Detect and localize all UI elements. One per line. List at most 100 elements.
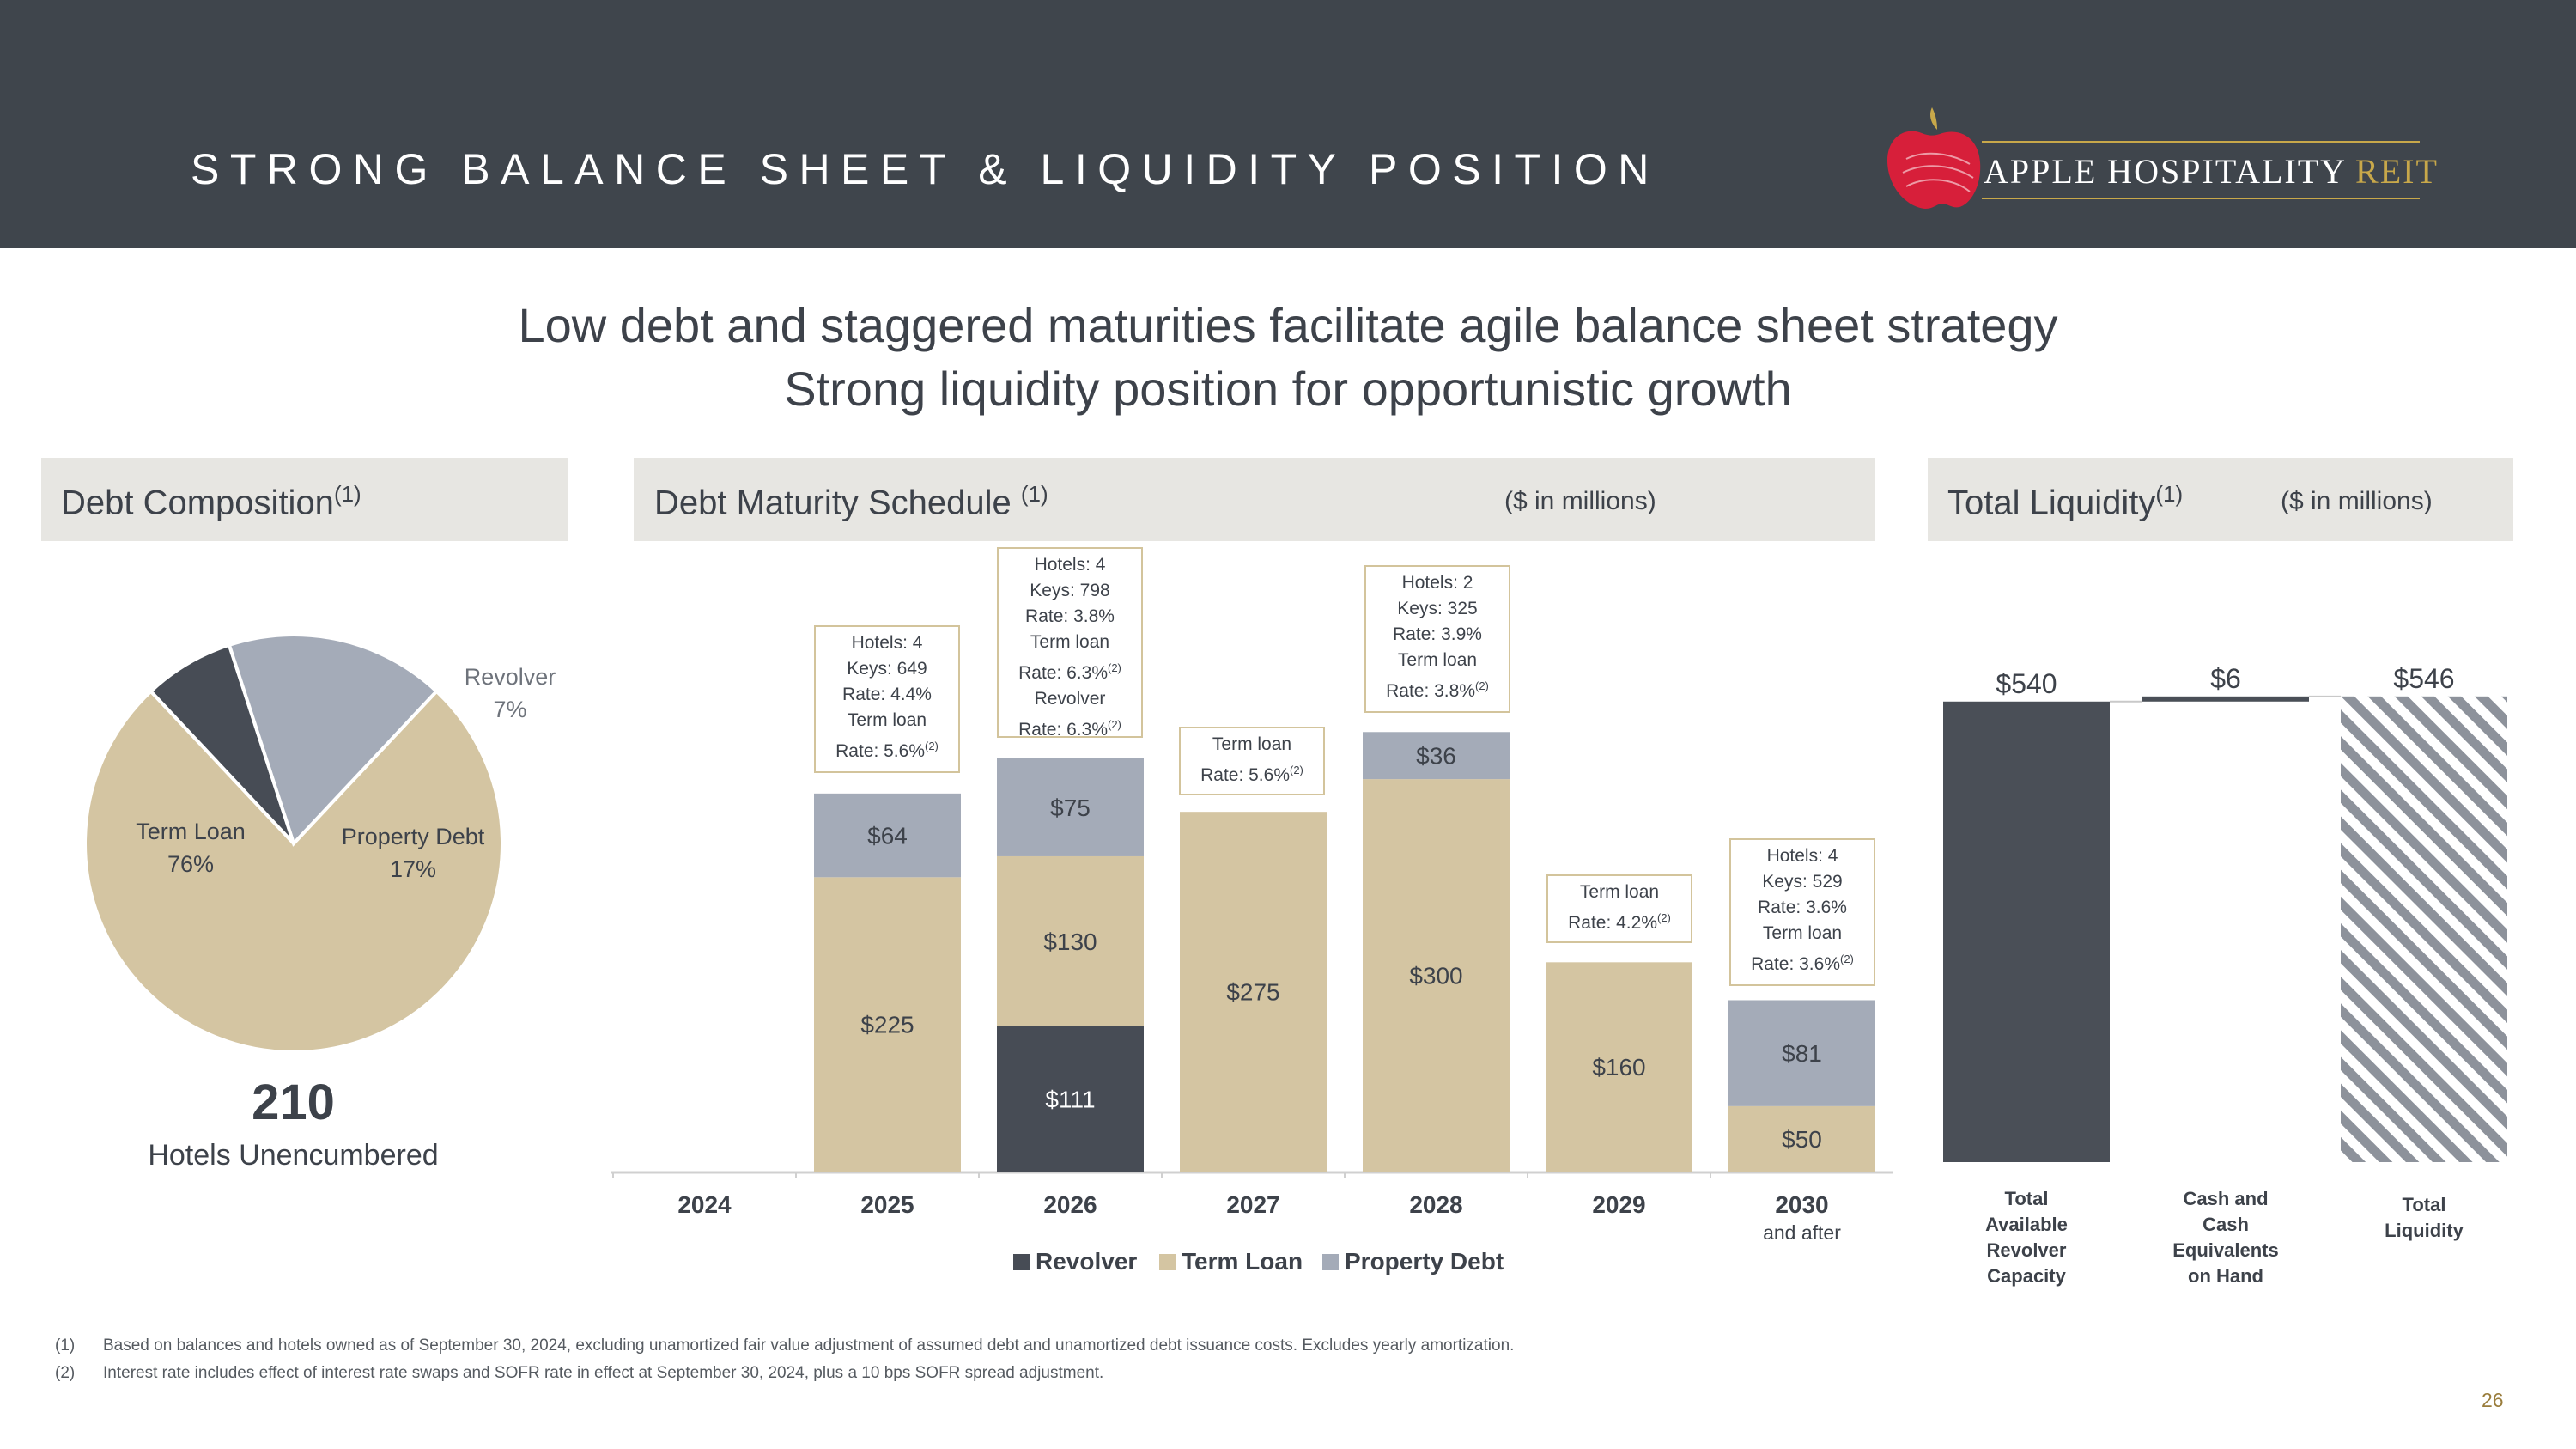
- liquidity-category-label: Total: [2005, 1188, 2049, 1209]
- legend-label: Revolver: [1036, 1248, 1137, 1275]
- pie-slice-revolver: [148, 642, 295, 845]
- callout-2026: Hotels: 4 Keys: 798 Rate: 3.8% Term loan…: [997, 547, 1143, 740]
- bar-segment-term-loan: [1546, 962, 1692, 1172]
- callout-rate: Rate: 3.6%(2): [1731, 947, 1874, 977]
- callout-rate-text: Rate: 6.3%: [1018, 720, 1108, 740]
- logo-suffix: REIT: [2355, 152, 2439, 191]
- callout-2028: Hotels: 2 Keys: 325 Rate: 3.9% Term loan…: [1364, 565, 1510, 713]
- bar-segment-term-loan: [1180, 812, 1327, 1172]
- bar-segment-term-loan: [997, 855, 1144, 1026]
- bar-value-label: $111: [1045, 1086, 1095, 1112]
- footnote-text: Based on balances and hotels owned as of…: [103, 1336, 1515, 1355]
- callout-rate: Rate: 6.3%(2): [999, 655, 1141, 686]
- footnote-number: (2): [55, 1364, 76, 1382]
- liquidity-category-label: Capacity: [1987, 1265, 2066, 1287]
- callout-line: Hotels: 2: [1401, 573, 1473, 593]
- maturity-units: ($ in millions): [1504, 487, 1656, 515]
- liquidity-category-label: on Hand: [2188, 1265, 2263, 1287]
- bar-segment-property-debt: [814, 793, 961, 878]
- callout-footnote-ref: (2): [1840, 953, 1854, 965]
- debt-composition-title-text: Debt Composition: [61, 484, 334, 522]
- maturity-title: Debt Maturity Schedule (1): [654, 481, 1048, 522]
- debt-composition-header: [41, 458, 568, 541]
- unencumbered-label: Hotels Unencumbered: [148, 1139, 439, 1172]
- callout-footnote-ref: (2): [1108, 661, 1121, 674]
- footnote-number: (1): [55, 1336, 76, 1355]
- callout-line: Hotels: 4: [851, 633, 923, 653]
- callout-line: Keys: 325: [1397, 599, 1478, 618]
- pie-label-value: 76%: [167, 851, 214, 877]
- bar-value-label: $160: [1592, 1054, 1645, 1081]
- callout-line: Rate: 3.8%: [1025, 606, 1115, 626]
- debt-composition-footnote-ref: (1): [333, 481, 361, 507]
- pie-slice-term-loan: [83, 689, 504, 1054]
- debt-composition-pie: Term Loan 76% Revolver 7% Property Debt 17%: [83, 633, 556, 1054]
- liquidity-category-label: Equivalents: [2172, 1239, 2278, 1261]
- liquidity-waterfall-chart: $540 Total Available Revolver Capacity $6 Cash…: [1943, 663, 2507, 1287]
- header-bar: STRONG BALANCE SHEET & LIQUIDITY POSITIO…: [0, 0, 2576, 248]
- callout-rate-text: Rate: 5.6%: [835, 741, 925, 761]
- footnote-1: (1) Based on balances and hotels owned as…: [55, 1336, 1514, 1355]
- logo-wordmark: APPLE HOSPITALITY REIT: [1984, 151, 2439, 192]
- callout-line: Keys: 798: [1030, 581, 1110, 600]
- bar-value-label: $225: [860, 1012, 914, 1038]
- pie-slice-property-debt: [227, 633, 440, 847]
- legend-swatch: [1322, 1254, 1339, 1270]
- callout-line: Term loan: [1030, 632, 1110, 652]
- callout-line: Rate: 4.4%: [842, 685, 932, 704]
- debt-composition-title: Debt Composition(1): [61, 481, 361, 522]
- bar-value-label: $300: [1409, 963, 1462, 989]
- callout-line: Hotels: 4: [1766, 846, 1838, 866]
- legend-swatch: [1159, 1254, 1176, 1270]
- callout-line: Rate: 3.9%: [1393, 624, 1482, 644]
- callout-2025: Hotels: 4 Keys: 649 Rate: 4.4% Term loan…: [814, 625, 960, 773]
- callout-2027: Term loan Rate: 5.6%(2): [1179, 727, 1325, 795]
- callout-rate: Rate: 4.2%(2): [1548, 905, 1691, 936]
- legend-label: Property Debt: [1345, 1248, 1504, 1275]
- liquidity-category-label: Revolver: [1987, 1239, 2067, 1261]
- bar-segment-term-loan: [1728, 1105, 1875, 1172]
- callout-line: Term loan: [847, 710, 927, 730]
- callout-line: Revolver: [1034, 689, 1106, 709]
- callout-line: Keys: 649: [847, 659, 927, 679]
- pie-label-value: 7%: [493, 697, 526, 722]
- logo-text: APPLE HOSPITALITY: [1984, 152, 2348, 191]
- pie-label-name: Revolver: [465, 664, 556, 690]
- bar-segment-property-debt: [1363, 732, 1510, 780]
- callout-footnote-ref: (2): [925, 740, 939, 752]
- liquidity-category-label: Cash and: [2183, 1188, 2268, 1209]
- callout-line: Term loan: [1397, 650, 1478, 670]
- liquidity-value-label: $546: [2393, 663, 2454, 694]
- liquidity-value-label: $6: [2210, 663, 2241, 694]
- liquidity-category-label: Cash: [2202, 1214, 2249, 1235]
- callout-line: Term loan: [1762, 923, 1843, 943]
- pie-label-name: Property Debt: [342, 824, 485, 849]
- bar-segment-term-loan: [1363, 779, 1510, 1172]
- logo-rule-bottom: [1982, 198, 2420, 199]
- page-number: 26: [2482, 1389, 2504, 1411]
- bar-value-label: $36: [1416, 743, 1456, 770]
- unencumbered-count: 210: [252, 1075, 335, 1130]
- bar-value-label: $275: [1226, 979, 1279, 1006]
- callout-line: Rate: 3.6%: [1758, 898, 1847, 917]
- bar-segment-property-debt: [997, 758, 1144, 856]
- callout-rate-text: Rate: 3.6%: [1751, 954, 1840, 974]
- liquidity-header: [1928, 458, 2513, 541]
- footnote-text: Interest rate includes effect of interes…: [103, 1364, 1104, 1382]
- x-tick-label: 2027: [1226, 1191, 1279, 1218]
- callout-2029: Term loan Rate: 4.2%(2): [1546, 874, 1692, 943]
- callout-rate: Rate: 5.6%(2): [1181, 758, 1323, 788]
- x-tick-sublabel: and after: [1763, 1221, 1841, 1244]
- footnote-2: (2) Interest rate includes effect of inte…: [55, 1364, 1103, 1383]
- callout-rate-text: Rate: 4.2%: [1568, 913, 1657, 933]
- liquidity-title: Total Liquidity(1): [1947, 481, 2183, 522]
- apple-logo-icon: [1887, 107, 1981, 209]
- maturity-title-text: Debt Maturity Schedule: [654, 484, 1012, 522]
- bar-value-label: $130: [1043, 928, 1097, 955]
- slide-title: STRONG BALANCE SHEET & LIQUIDITY POSITIO…: [191, 145, 1660, 193]
- x-tick-label: 2028: [1409, 1191, 1462, 1218]
- maturity-footnote-ref: (1): [1020, 481, 1048, 507]
- liquidity-bar: [1943, 701, 2110, 1162]
- liquidity-footnote-ref: (1): [2155, 481, 2184, 507]
- headline-line-2: Strong liquidity position for opportunis…: [784, 362, 1792, 416]
